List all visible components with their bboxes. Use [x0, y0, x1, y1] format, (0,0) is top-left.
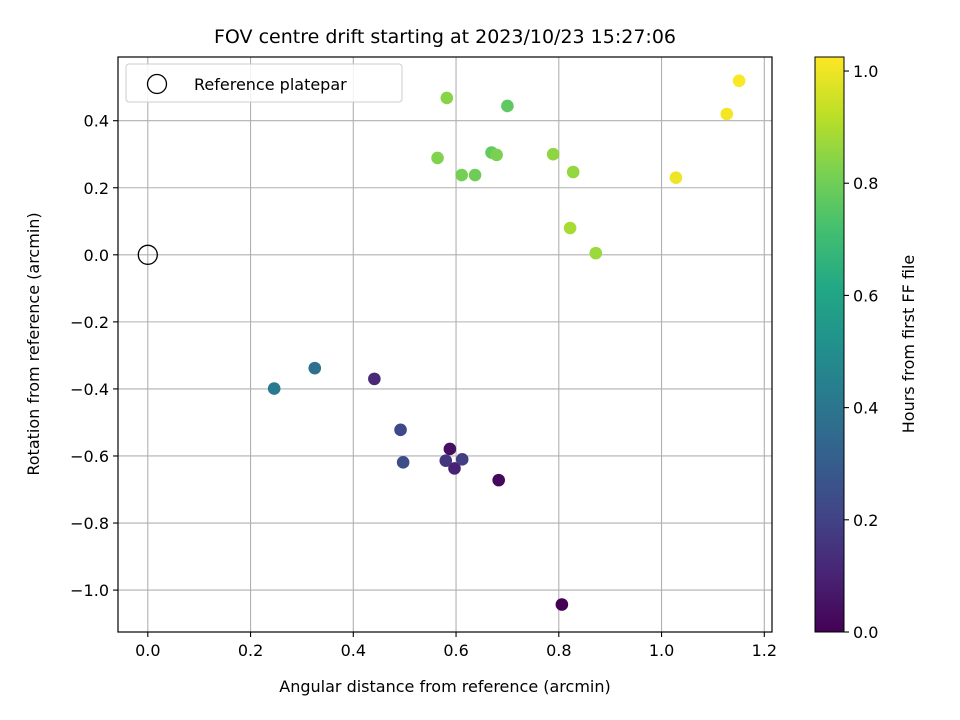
data-points	[137, 74, 746, 611]
reference-platepar-marker	[137, 244, 158, 265]
colorbar-tick-label: 0.2	[853, 511, 878, 530]
scatter-point	[308, 361, 322, 375]
scatter-point	[501, 99, 514, 113]
y-tick-label: −0.8	[70, 514, 109, 533]
colorbar-label: Hours from first FF file	[899, 255, 918, 434]
scatter-point	[492, 473, 505, 487]
scatter-point	[431, 151, 444, 165]
scatter-point	[669, 171, 683, 184]
colorbar-tick-label: 0.8	[853, 174, 878, 193]
scatter-point	[440, 91, 454, 105]
scatter-point	[546, 147, 560, 161]
x-tick-label: 0.6	[443, 641, 468, 660]
scatter-point	[394, 423, 407, 437]
scatter-point	[439, 454, 453, 467]
legend-marker-reference	[146, 73, 168, 95]
x-tick-label: 0.0	[135, 641, 160, 660]
y-axis-label: Rotation from reference (arcmin)	[24, 212, 43, 475]
colorbar-tick-label: 1.0	[853, 62, 878, 81]
scatter-point	[589, 246, 603, 260]
colorbar: 0.0 0.2 0.4 0.6 0.8 1.0 Hours from first FF f…	[814, 56, 918, 642]
scatter-point	[267, 382, 281, 395]
scatter-point	[563, 221, 577, 235]
scatter-point	[720, 107, 734, 121]
legend-label-reference: Reference platepar	[194, 75, 347, 94]
x-tick-label: 0.2	[238, 641, 263, 660]
scatter-point	[455, 168, 468, 182]
colorbar-tick-label: 0.6	[853, 286, 878, 305]
scatter-point	[448, 462, 461, 475]
x-tick-label: 0.4	[341, 641, 366, 660]
y-tick-label: −0.4	[70, 380, 109, 399]
scatter-point	[396, 456, 410, 469]
x-axis-label: Angular distance from reference (arcmin)	[279, 677, 610, 696]
colorbar-tick-label: 0.4	[853, 399, 878, 418]
scatter-point	[555, 598, 569, 611]
scatter-point	[490, 148, 503, 162]
x-tick-label: 1.0	[649, 641, 674, 660]
y-tick-label: 0.0	[84, 246, 109, 265]
colorbar-gradient	[814, 56, 845, 633]
colorbar-tick-label: 0.0	[853, 623, 878, 642]
chart-title: FOV centre drift starting at 2023/10/23 …	[214, 26, 676, 48]
colorbar-ticks: 0.0 0.2 0.4 0.6 0.8 1.0	[844, 62, 878, 642]
scatter-point	[455, 453, 469, 466]
y-tick-label: 0.4	[84, 112, 109, 131]
legend: Reference platepar	[125, 63, 403, 103]
y-tick-label: −1.0	[70, 581, 109, 600]
x-tick-label: 1.2	[752, 641, 777, 660]
y-tick-label: 0.2	[84, 179, 109, 198]
y-tick-label: −0.2	[70, 313, 109, 332]
x-tick-label: 0.8	[546, 641, 571, 660]
scatter-point	[443, 442, 457, 456]
scatter-point	[468, 168, 482, 182]
legend-box	[125, 63, 403, 103]
grid-lines	[118, 57, 772, 632]
scatter-point	[368, 372, 381, 386]
x-axis-ticks: 0.0 0.2 0.4 0.6 0.8 1.0 1.2	[135, 632, 777, 660]
plot-area-frame	[117, 56, 773, 633]
scatter-point	[732, 74, 746, 88]
y-axis-ticks: −1.0 −0.8 −0.6 −0.4 −0.2 0.0 0.2 0.4	[70, 112, 118, 600]
y-tick-label: −0.6	[70, 447, 109, 466]
scatter-point	[566, 165, 580, 179]
